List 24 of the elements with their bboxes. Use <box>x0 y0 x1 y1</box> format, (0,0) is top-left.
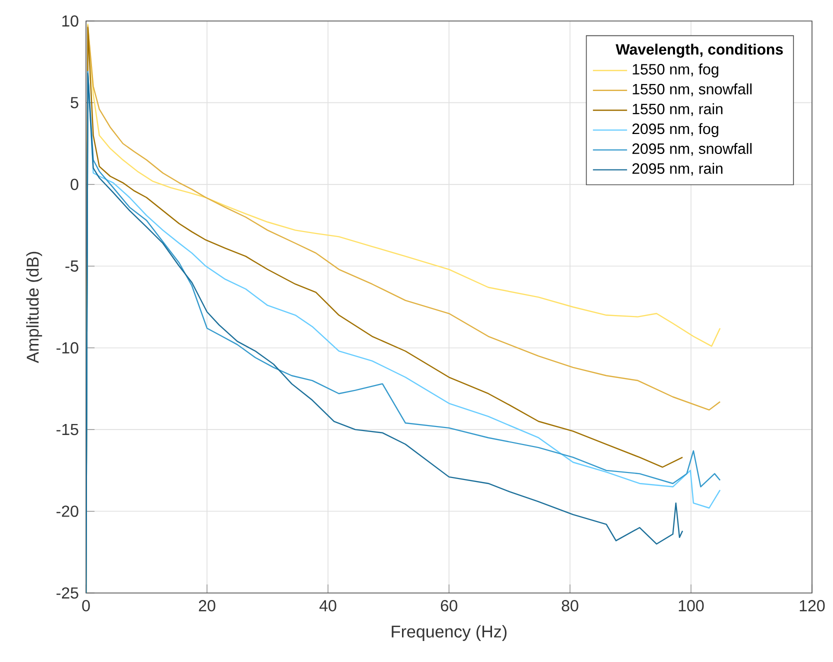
x-tick-label: 0 <box>82 600 90 612</box>
legend-label: 2095 nm, rain <box>632 162 722 176</box>
x-tick-label: 100 <box>678 600 704 612</box>
y-tick-label: -15 <box>56 424 78 436</box>
y-tick-label: -10 <box>56 342 78 354</box>
legend-title: Wavelength, conditions <box>616 44 783 58</box>
y-tick-label: -20 <box>56 506 78 517</box>
y-tick-label: -25 <box>56 587 78 599</box>
legend-label: 1550 nm, rain <box>632 103 722 116</box>
y-axis-title: Amplitude (dB) <box>26 252 42 364</box>
x-tick-label: 40 <box>319 600 336 612</box>
x-tick-label: 80 <box>562 600 578 612</box>
y-tick-label: 0 <box>70 178 78 190</box>
legend-label: 2095 nm, snowfall <box>632 143 752 156</box>
x-tick-label: 120 <box>800 600 825 612</box>
legend-label: 1550 nm, fog <box>632 64 718 78</box>
y-tick-label: 10 <box>62 15 78 27</box>
legend-label: 1550 nm, snowfall <box>632 83 752 96</box>
legend-label: 2095 nm, fog <box>632 123 718 138</box>
x-tick-label: 20 <box>198 600 216 612</box>
y-tick-label: 5 <box>70 97 78 108</box>
x-axis-title: Frequency (Hz) <box>392 625 506 641</box>
x-tick-label: 60 <box>440 600 458 612</box>
y-tick-label: -5 <box>65 260 78 272</box>
